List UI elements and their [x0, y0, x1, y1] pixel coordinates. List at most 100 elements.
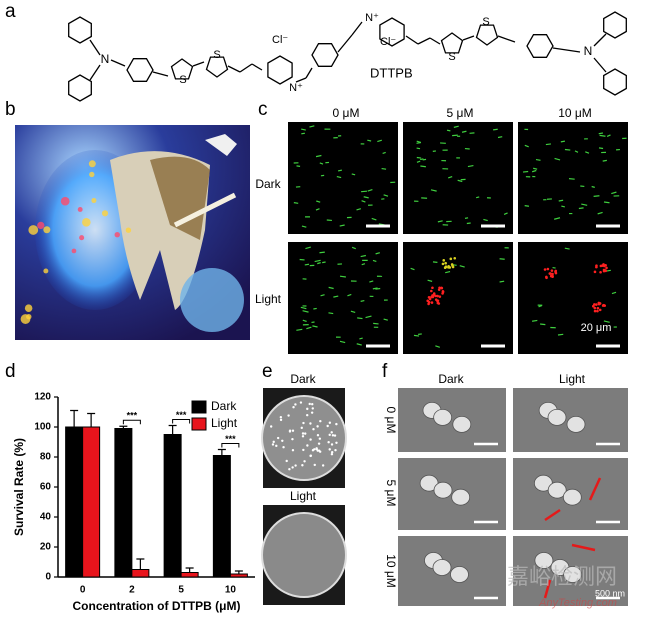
colony	[273, 441, 275, 443]
bacteria	[603, 160, 607, 161]
bacterium	[433, 560, 451, 576]
ring	[442, 33, 463, 53]
bacteria-inset	[180, 268, 244, 332]
bacteria	[420, 166, 425, 167]
dead-bacteria	[453, 257, 456, 260]
bar	[181, 573, 198, 578]
bond	[252, 64, 262, 70]
bacteria	[294, 203, 298, 204]
colony	[310, 454, 312, 456]
dead-bacteria	[544, 268, 547, 271]
bacteria	[367, 140, 371, 141]
particle	[82, 218, 91, 227]
row-label: 5 μM	[384, 480, 398, 507]
colony	[311, 411, 313, 413]
particle	[91, 198, 96, 203]
dead-bacteria	[444, 266, 447, 269]
column-header: Dark	[438, 372, 464, 386]
column-header: 0 μM	[333, 106, 360, 120]
particle	[37, 222, 44, 229]
bond	[418, 38, 430, 44]
row-label: Dark	[255, 177, 281, 191]
colony	[302, 432, 304, 434]
bond	[228, 66, 240, 72]
sem-image	[398, 388, 506, 452]
colony	[302, 449, 304, 451]
bond	[594, 34, 606, 46]
particle	[115, 232, 120, 237]
bond	[406, 36, 418, 44]
dead-bacteria	[433, 294, 436, 297]
dead-bacteria	[594, 310, 597, 313]
dead-bacteria	[437, 299, 440, 302]
row-label: Light	[255, 292, 282, 306]
bacteria	[301, 133, 305, 134]
panel-label: e	[262, 361, 273, 382]
bacteria	[361, 301, 365, 302]
colony	[329, 422, 331, 424]
colony	[301, 464, 303, 466]
particle	[43, 268, 48, 273]
dead-bacteria	[551, 275, 554, 278]
dead-bacteria	[596, 310, 599, 313]
bacteria	[500, 281, 505, 282]
colony	[306, 414, 308, 416]
ring	[477, 25, 498, 45]
y-tick-label: 0	[45, 572, 51, 583]
bacteria	[525, 206, 529, 207]
y-axis-label: Survival Rate (%)	[12, 438, 26, 536]
dead-bacteria	[597, 307, 600, 310]
plate-label: Dark	[290, 372, 316, 386]
error-bar	[186, 568, 194, 573]
particle	[89, 160, 96, 167]
bond	[153, 72, 168, 76]
bar	[213, 456, 230, 578]
colony	[329, 448, 331, 450]
dead-bacteria	[547, 268, 550, 271]
dead-bacteria	[439, 295, 442, 298]
dead-bacteria	[599, 309, 602, 312]
bacteria	[359, 338, 362, 339]
bacteria	[558, 334, 563, 335]
colony	[332, 434, 334, 436]
bacteria	[561, 141, 565, 142]
colony	[312, 449, 314, 451]
dead-bacteria	[431, 286, 434, 289]
dead-bacteria	[545, 276, 548, 279]
colony	[292, 429, 294, 431]
bacteria	[305, 264, 309, 265]
bacteria	[592, 186, 595, 187]
bond	[338, 35, 352, 52]
dead-bacteria	[554, 270, 557, 273]
error-bar	[218, 450, 226, 456]
significance-bracket	[123, 420, 140, 424]
colony	[335, 442, 337, 444]
bacteria	[319, 252, 324, 253]
colony	[309, 438, 311, 440]
significance-label: ***	[176, 410, 187, 420]
colony	[316, 425, 318, 427]
atom: N	[101, 52, 110, 66]
atom: S	[482, 16, 489, 28]
bond	[306, 68, 312, 78]
dead-bacteria	[549, 272, 552, 275]
row-label: 10 μM	[384, 554, 398, 588]
bond	[240, 64, 252, 72]
bar	[83, 427, 100, 577]
dead-bacteria	[428, 301, 431, 304]
bacteria	[599, 148, 603, 149]
bond	[594, 58, 606, 72]
bacteria	[382, 169, 386, 170]
bond	[498, 36, 515, 42]
particle	[25, 304, 33, 312]
bacteria	[423, 159, 426, 160]
x-tick-label: 0	[80, 585, 86, 596]
colony	[329, 434, 331, 436]
bacterium	[453, 416, 471, 432]
dead-bacteria	[603, 304, 606, 307]
agar-plate	[262, 396, 346, 480]
dead-bacteria	[605, 267, 608, 270]
colony	[289, 430, 291, 432]
error-bar	[136, 559, 144, 570]
